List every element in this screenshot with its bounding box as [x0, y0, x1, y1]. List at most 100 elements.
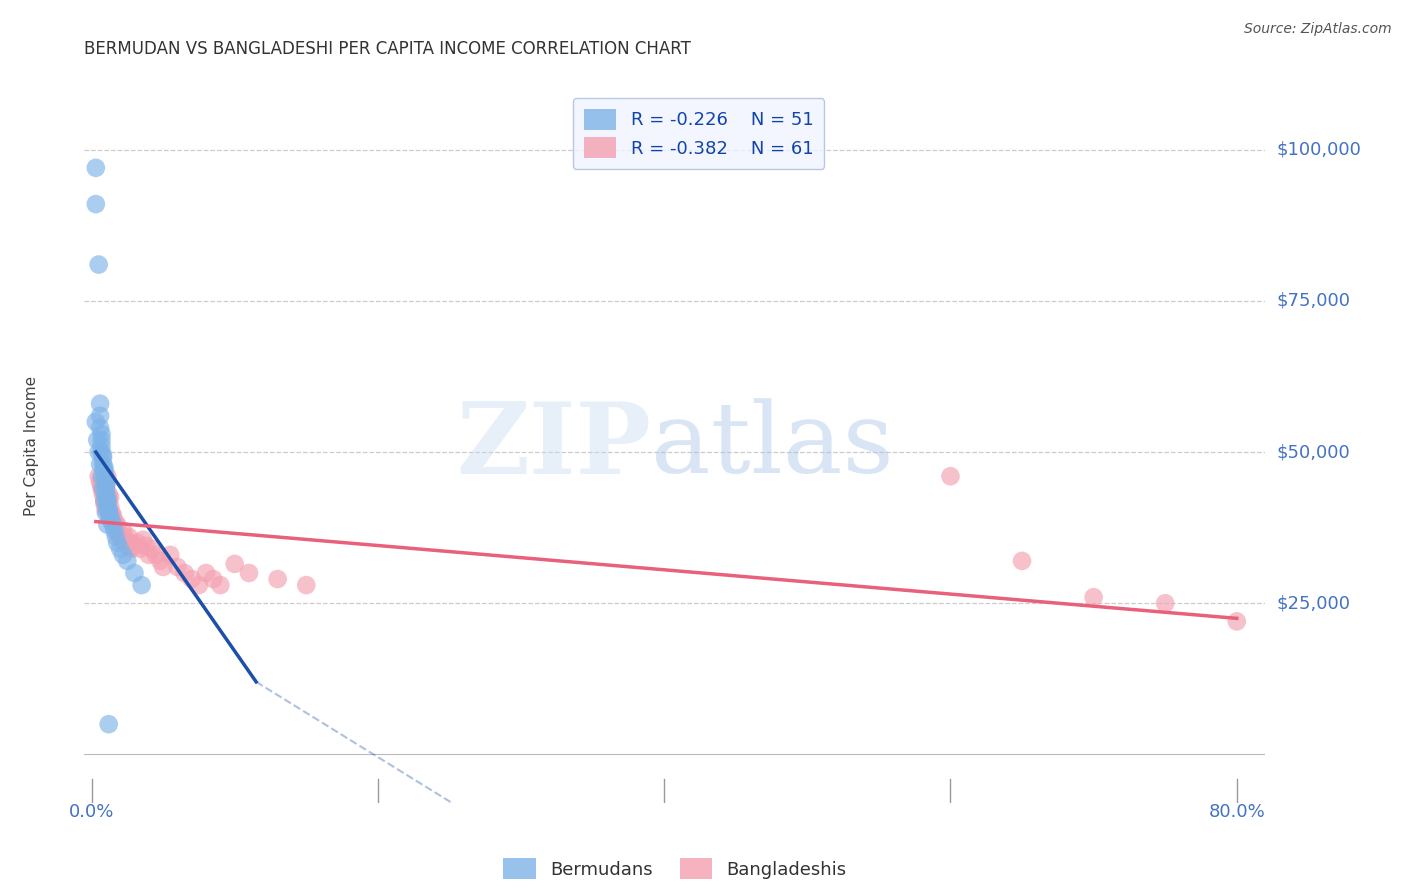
Point	[1083, 590, 1105, 604]
Point	[96, 500, 118, 514]
Point	[97, 506, 120, 520]
Point	[127, 535, 149, 549]
Point	[94, 478, 117, 492]
Point	[91, 457, 114, 471]
Point	[238, 566, 260, 580]
Point	[91, 487, 114, 501]
Point	[131, 578, 153, 592]
Point	[105, 524, 128, 538]
Point	[93, 493, 115, 508]
Point	[124, 539, 146, 553]
Point	[98, 511, 121, 525]
Point	[90, 433, 112, 447]
Point	[101, 511, 124, 525]
Point	[149, 554, 172, 568]
Point	[93, 460, 115, 475]
Point	[94, 500, 117, 514]
Point	[96, 517, 118, 532]
Point	[117, 539, 139, 553]
Point	[1011, 554, 1033, 568]
Point	[117, 554, 139, 568]
Point	[108, 541, 131, 556]
Point	[114, 530, 136, 544]
Point	[96, 491, 118, 505]
Text: 80.0%: 80.0%	[1208, 803, 1265, 821]
Text: atlas: atlas	[651, 398, 894, 494]
Point	[129, 541, 152, 556]
Point	[104, 517, 127, 532]
Point	[93, 496, 115, 510]
Point	[97, 487, 120, 501]
Point	[98, 508, 121, 523]
Point	[86, 433, 108, 447]
Point	[90, 478, 112, 492]
Point	[202, 572, 225, 586]
Text: ZIP: ZIP	[457, 398, 651, 494]
Point	[89, 457, 111, 471]
Point	[89, 397, 111, 411]
Point	[94, 487, 117, 501]
Point	[87, 469, 110, 483]
Point	[89, 421, 111, 435]
Point	[1154, 596, 1177, 610]
Legend: Bermudans, Bangladeshis: Bermudans, Bangladeshis	[496, 851, 853, 887]
Point	[94, 506, 117, 520]
Point	[121, 541, 143, 556]
Point	[87, 258, 110, 272]
Point	[138, 548, 160, 562]
Point	[93, 469, 115, 483]
Point	[180, 572, 202, 586]
Point	[91, 448, 114, 462]
Point	[84, 161, 107, 175]
Point	[118, 530, 141, 544]
Point	[1226, 615, 1249, 629]
Text: BERMUDAN VS BANGLADESHI PER CAPITA INCOME CORRELATION CHART: BERMUDAN VS BANGLADESHI PER CAPITA INCOM…	[84, 40, 692, 58]
Point	[166, 560, 188, 574]
Point	[105, 535, 128, 549]
Point	[91, 481, 114, 495]
Point	[101, 517, 124, 532]
Point	[90, 445, 112, 459]
Point	[90, 426, 112, 441]
Point	[224, 557, 246, 571]
Point	[96, 475, 118, 490]
Point	[100, 506, 122, 520]
Point	[96, 493, 118, 508]
Point	[96, 469, 118, 483]
Point	[94, 472, 117, 486]
Point	[195, 566, 218, 580]
Point	[101, 508, 124, 523]
Point	[90, 481, 112, 495]
Text: Per Capita Income: Per Capita Income	[24, 376, 39, 516]
Point	[135, 539, 157, 553]
Point	[107, 526, 129, 541]
Point	[87, 445, 110, 459]
Text: $75,000: $75,000	[1277, 292, 1351, 310]
Text: $25,000: $25,000	[1277, 594, 1351, 612]
Point	[104, 530, 127, 544]
Point	[187, 578, 209, 592]
Point	[96, 496, 118, 510]
Point	[141, 541, 163, 556]
Point	[124, 566, 146, 580]
Point	[90, 469, 112, 483]
Point	[97, 502, 120, 516]
Point	[93, 467, 115, 481]
Point	[90, 439, 112, 453]
Point	[115, 535, 138, 549]
Point	[93, 463, 115, 477]
Point	[103, 515, 125, 529]
Point	[97, 717, 120, 731]
Point	[104, 521, 127, 535]
Point	[145, 548, 167, 562]
Point	[120, 535, 142, 549]
Point	[93, 493, 115, 508]
Point	[98, 491, 121, 505]
Point	[266, 572, 288, 586]
Point	[84, 197, 107, 211]
Point	[110, 533, 132, 547]
Point	[89, 475, 111, 490]
Point	[111, 548, 134, 562]
Point	[89, 409, 111, 423]
Point	[295, 578, 318, 592]
